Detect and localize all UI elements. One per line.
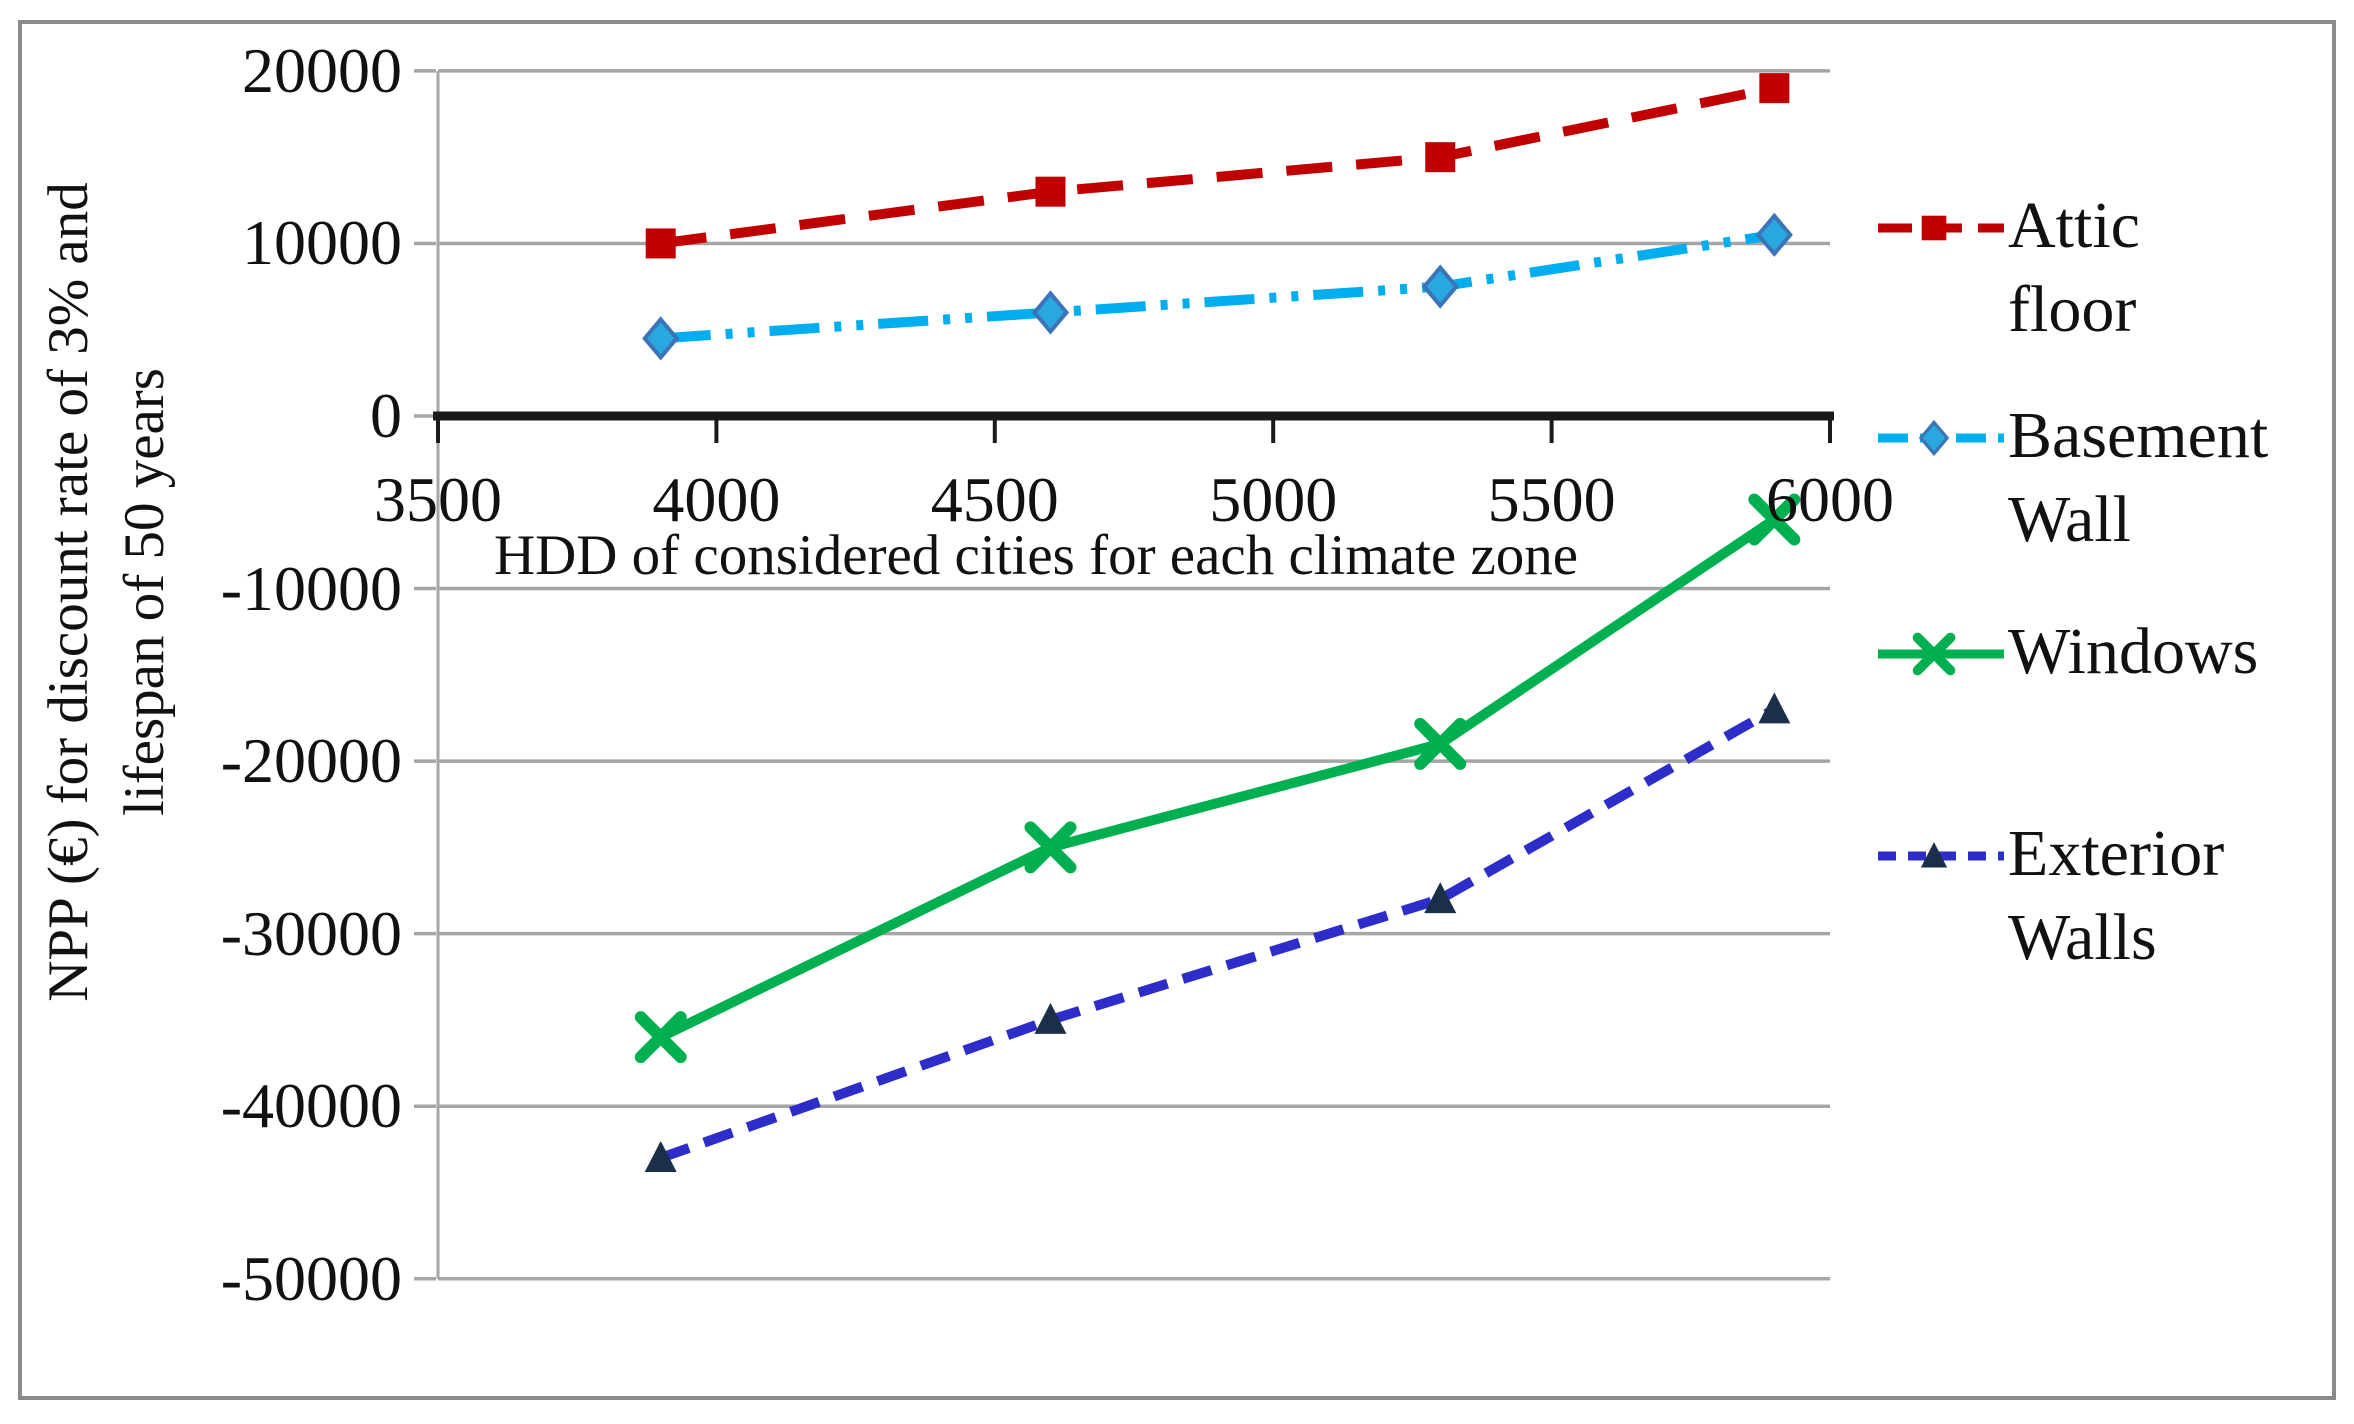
legend-item: Attic floor (1876, 184, 2140, 352)
x-tick-label: 3500 (374, 464, 502, 535)
y-tick-label: -40000 (220, 1070, 402, 1142)
square-marker-icon (1759, 73, 1790, 104)
legend-item: Basement Wall (1876, 394, 2268, 562)
legend-sample (1878, 419, 2004, 457)
x-tick-label: 4500 (930, 464, 1059, 535)
triangle-marker-icon (1034, 1002, 1067, 1034)
series-line (658, 515, 1778, 1042)
y-tick-label: 10000 (242, 207, 402, 279)
y-tick-label: 0 (370, 380, 402, 451)
y-tick-label: -10000 (220, 552, 402, 624)
legend-sample (1878, 632, 2004, 676)
triangle-marker-icon (1758, 692, 1791, 724)
square-marker-icon (1035, 176, 1066, 207)
x-marker-icon (1748, 493, 1801, 546)
y-tick-label: 20000 (242, 34, 402, 106)
triangle-marker-icon (644, 1140, 677, 1172)
series-line (659, 704, 1777, 1163)
x-tick-label: 6000 (1766, 464, 1894, 535)
legend-sample (1878, 215, 2004, 241)
diamond-marker-icon (642, 316, 680, 361)
x-marker-icon (1912, 632, 1956, 676)
series-line (660, 229, 1776, 344)
x-marker-icon (1414, 717, 1467, 770)
legend-item: Windows (1876, 610, 2258, 694)
legend-label: Basement Wall (2008, 399, 2269, 556)
x-marker-icon (634, 1011, 687, 1064)
y-tick-label: -20000 (220, 725, 402, 797)
diamond-marker-icon (1031, 290, 1070, 335)
legend-sample (1878, 842, 2004, 868)
legend-label: Windows (2008, 615, 2259, 688)
square-marker-icon (1425, 142, 1456, 173)
legend-item: Exterior Walls (1876, 812, 2224, 980)
y-tick-label: -30000 (220, 897, 402, 969)
y-axis-title-line1: NPP (€) for discount rate of 3% and (37, 182, 100, 1002)
triangle-marker-icon (1424, 882, 1457, 914)
figure-border (18, 20, 2336, 1400)
x-tick-label: 5000 (1209, 464, 1338, 535)
y-tick-label: -50000 (220, 1242, 402, 1314)
series-line (660, 83, 1776, 249)
triangle-marker-icon (1920, 842, 1948, 868)
square-marker-icon (645, 228, 676, 259)
square-marker-icon (1921, 215, 1947, 241)
legend-label: Exterior Walls (2008, 817, 2225, 974)
x-axis-title: HDD of considered cities for each climat… (493, 524, 1579, 587)
x-marker-icon (1024, 821, 1077, 874)
x-tick-label: 5500 (1487, 464, 1616, 535)
x-tick-label: 4000 (652, 464, 781, 535)
diamond-marker-icon (1421, 264, 1459, 309)
legend-label: Attic floor (2008, 189, 2140, 346)
diamond-marker-icon (1918, 419, 1950, 457)
diamond-marker-icon (1755, 212, 1793, 257)
